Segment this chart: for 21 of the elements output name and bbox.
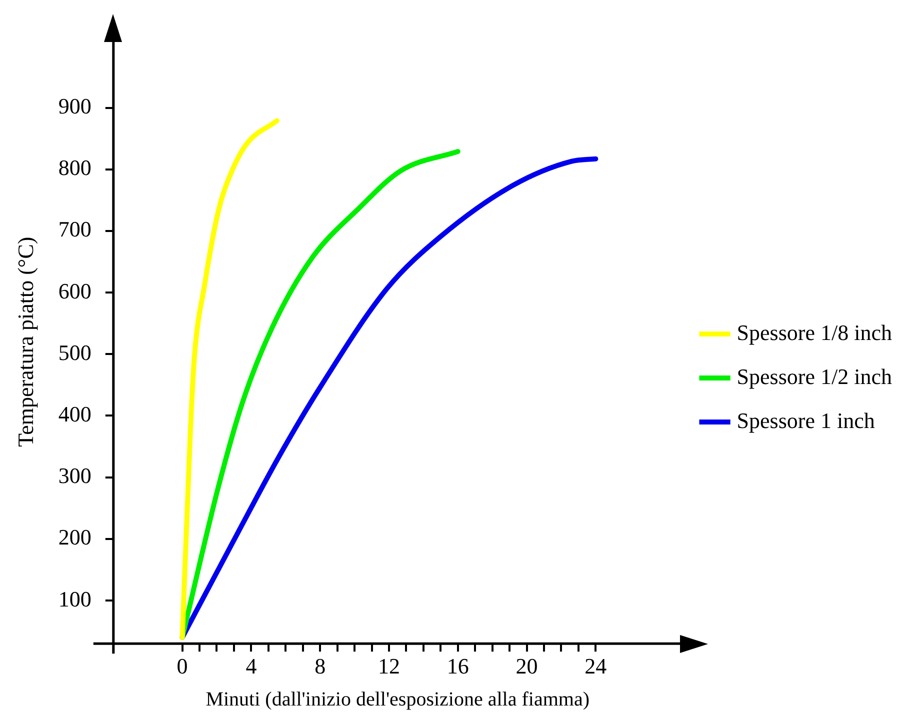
y-tick-label: 300: [58, 463, 92, 488]
x-tick-label: 16: [446, 654, 469, 679]
y-tick-label: 600: [58, 278, 92, 304]
x-tick-label: 0: [176, 654, 188, 679]
x-tick-label: 4: [246, 654, 257, 679]
y-tick-label: 200: [58, 524, 92, 550]
y-tick-label: 900: [58, 94, 92, 119]
legend-label: Spessore 1 inch: [736, 408, 875, 433]
x-axis-title: Minuti (dall'inizio dell'esposizione alla fiamma): [206, 688, 590, 710]
y-tick-label: 100: [58, 586, 92, 612]
legend-label: Spessore 1/2 inch: [736, 364, 892, 389]
x-tick-label: 8: [314, 654, 326, 679]
y-tick-label: 800: [58, 155, 92, 180]
y-tick-label: 400: [58, 401, 92, 426]
y-tick-label: 500: [58, 340, 92, 365]
legend-label: Spessore 1/8 inch: [736, 320, 892, 345]
y-axis-title: Temperatura piatto (°C): [12, 236, 38, 447]
x-tick-label: 20: [516, 654, 538, 679]
x-tick-label: 12: [378, 654, 400, 679]
x-tick-label: 24: [584, 654, 607, 679]
y-tick-label: 700: [58, 216, 92, 242]
